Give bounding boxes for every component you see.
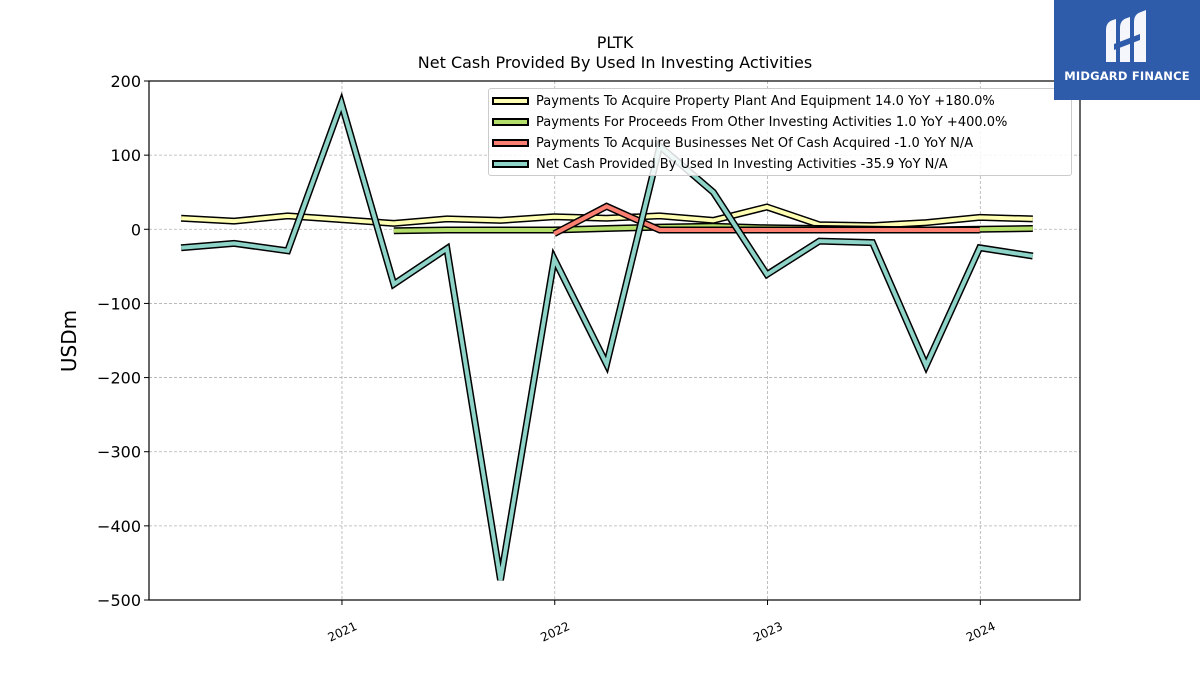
- legend-item-businesses: Payments To Acquire Businesses Net Of Ca…: [489, 132, 973, 154]
- legend-item-other-investing: Payments For Proceeds From Other Investi…: [489, 111, 1007, 133]
- y-tick-label: −300: [97, 443, 141, 462]
- chart-subtitle: Net Cash Provided By Used In Investing A…: [418, 53, 812, 72]
- brand-name: MIDGARD FINANCE: [1064, 69, 1190, 83]
- y-tick-label: −200: [97, 369, 141, 388]
- legend-swatch-other-investing: [492, 118, 529, 126]
- axes: [148, 80, 1081, 601]
- legend-label-ppe: Payments To Acquire Property Plant And E…: [536, 93, 995, 109]
- plot-area: [180, 91, 1034, 581]
- legend-label-net-cash: Net Cash Provided By Used In Investing A…: [536, 156, 948, 172]
- x-axis: 2021 2022 2023 2024: [326, 600, 998, 645]
- y-tick-label: −400: [97, 517, 141, 536]
- y-tick-label: 100: [110, 146, 141, 165]
- y-tick-label: 0: [131, 220, 141, 239]
- x-tick-label: 2023: [751, 619, 785, 645]
- y-tick-label: 200: [110, 72, 141, 91]
- chart-title: PLTK: [597, 33, 634, 52]
- legend-swatch-ppe: [492, 97, 529, 105]
- legend-swatch-businesses: [492, 139, 529, 147]
- legend-swatch-net-cash: [492, 160, 529, 168]
- midgard-finance-logo-icon: [1106, 10, 1146, 62]
- y-axis: 200 100 0 −100 −200 −300 −400 −500: [97, 72, 149, 610]
- legend-item-ppe: Payments To Acquire Property Plant And E…: [489, 90, 995, 112]
- axes-frame: [148, 80, 1081, 601]
- legend-item-net-cash: Net Cash Provided By Used In Investing A…: [489, 153, 948, 175]
- x-tick-label: 2021: [326, 619, 360, 645]
- x-tick-label: 2024: [964, 619, 998, 645]
- legend-label-businesses: Payments To Acquire Businesses Net Of Ca…: [536, 135, 974, 151]
- chart-legend: Payments To Acquire Property Plant And E…: [488, 88, 1072, 176]
- y-tick-label: −100: [97, 294, 141, 313]
- y-tick-label: −500: [97, 591, 141, 610]
- x-tick-label: 2022: [538, 619, 572, 645]
- y-axis-label: USDm: [57, 310, 81, 372]
- legend-label-other-investing: Payments For Proceeds From Other Investi…: [536, 114, 1008, 130]
- brand-logo: MIDGARD FINANCE: [1054, 0, 1200, 100]
